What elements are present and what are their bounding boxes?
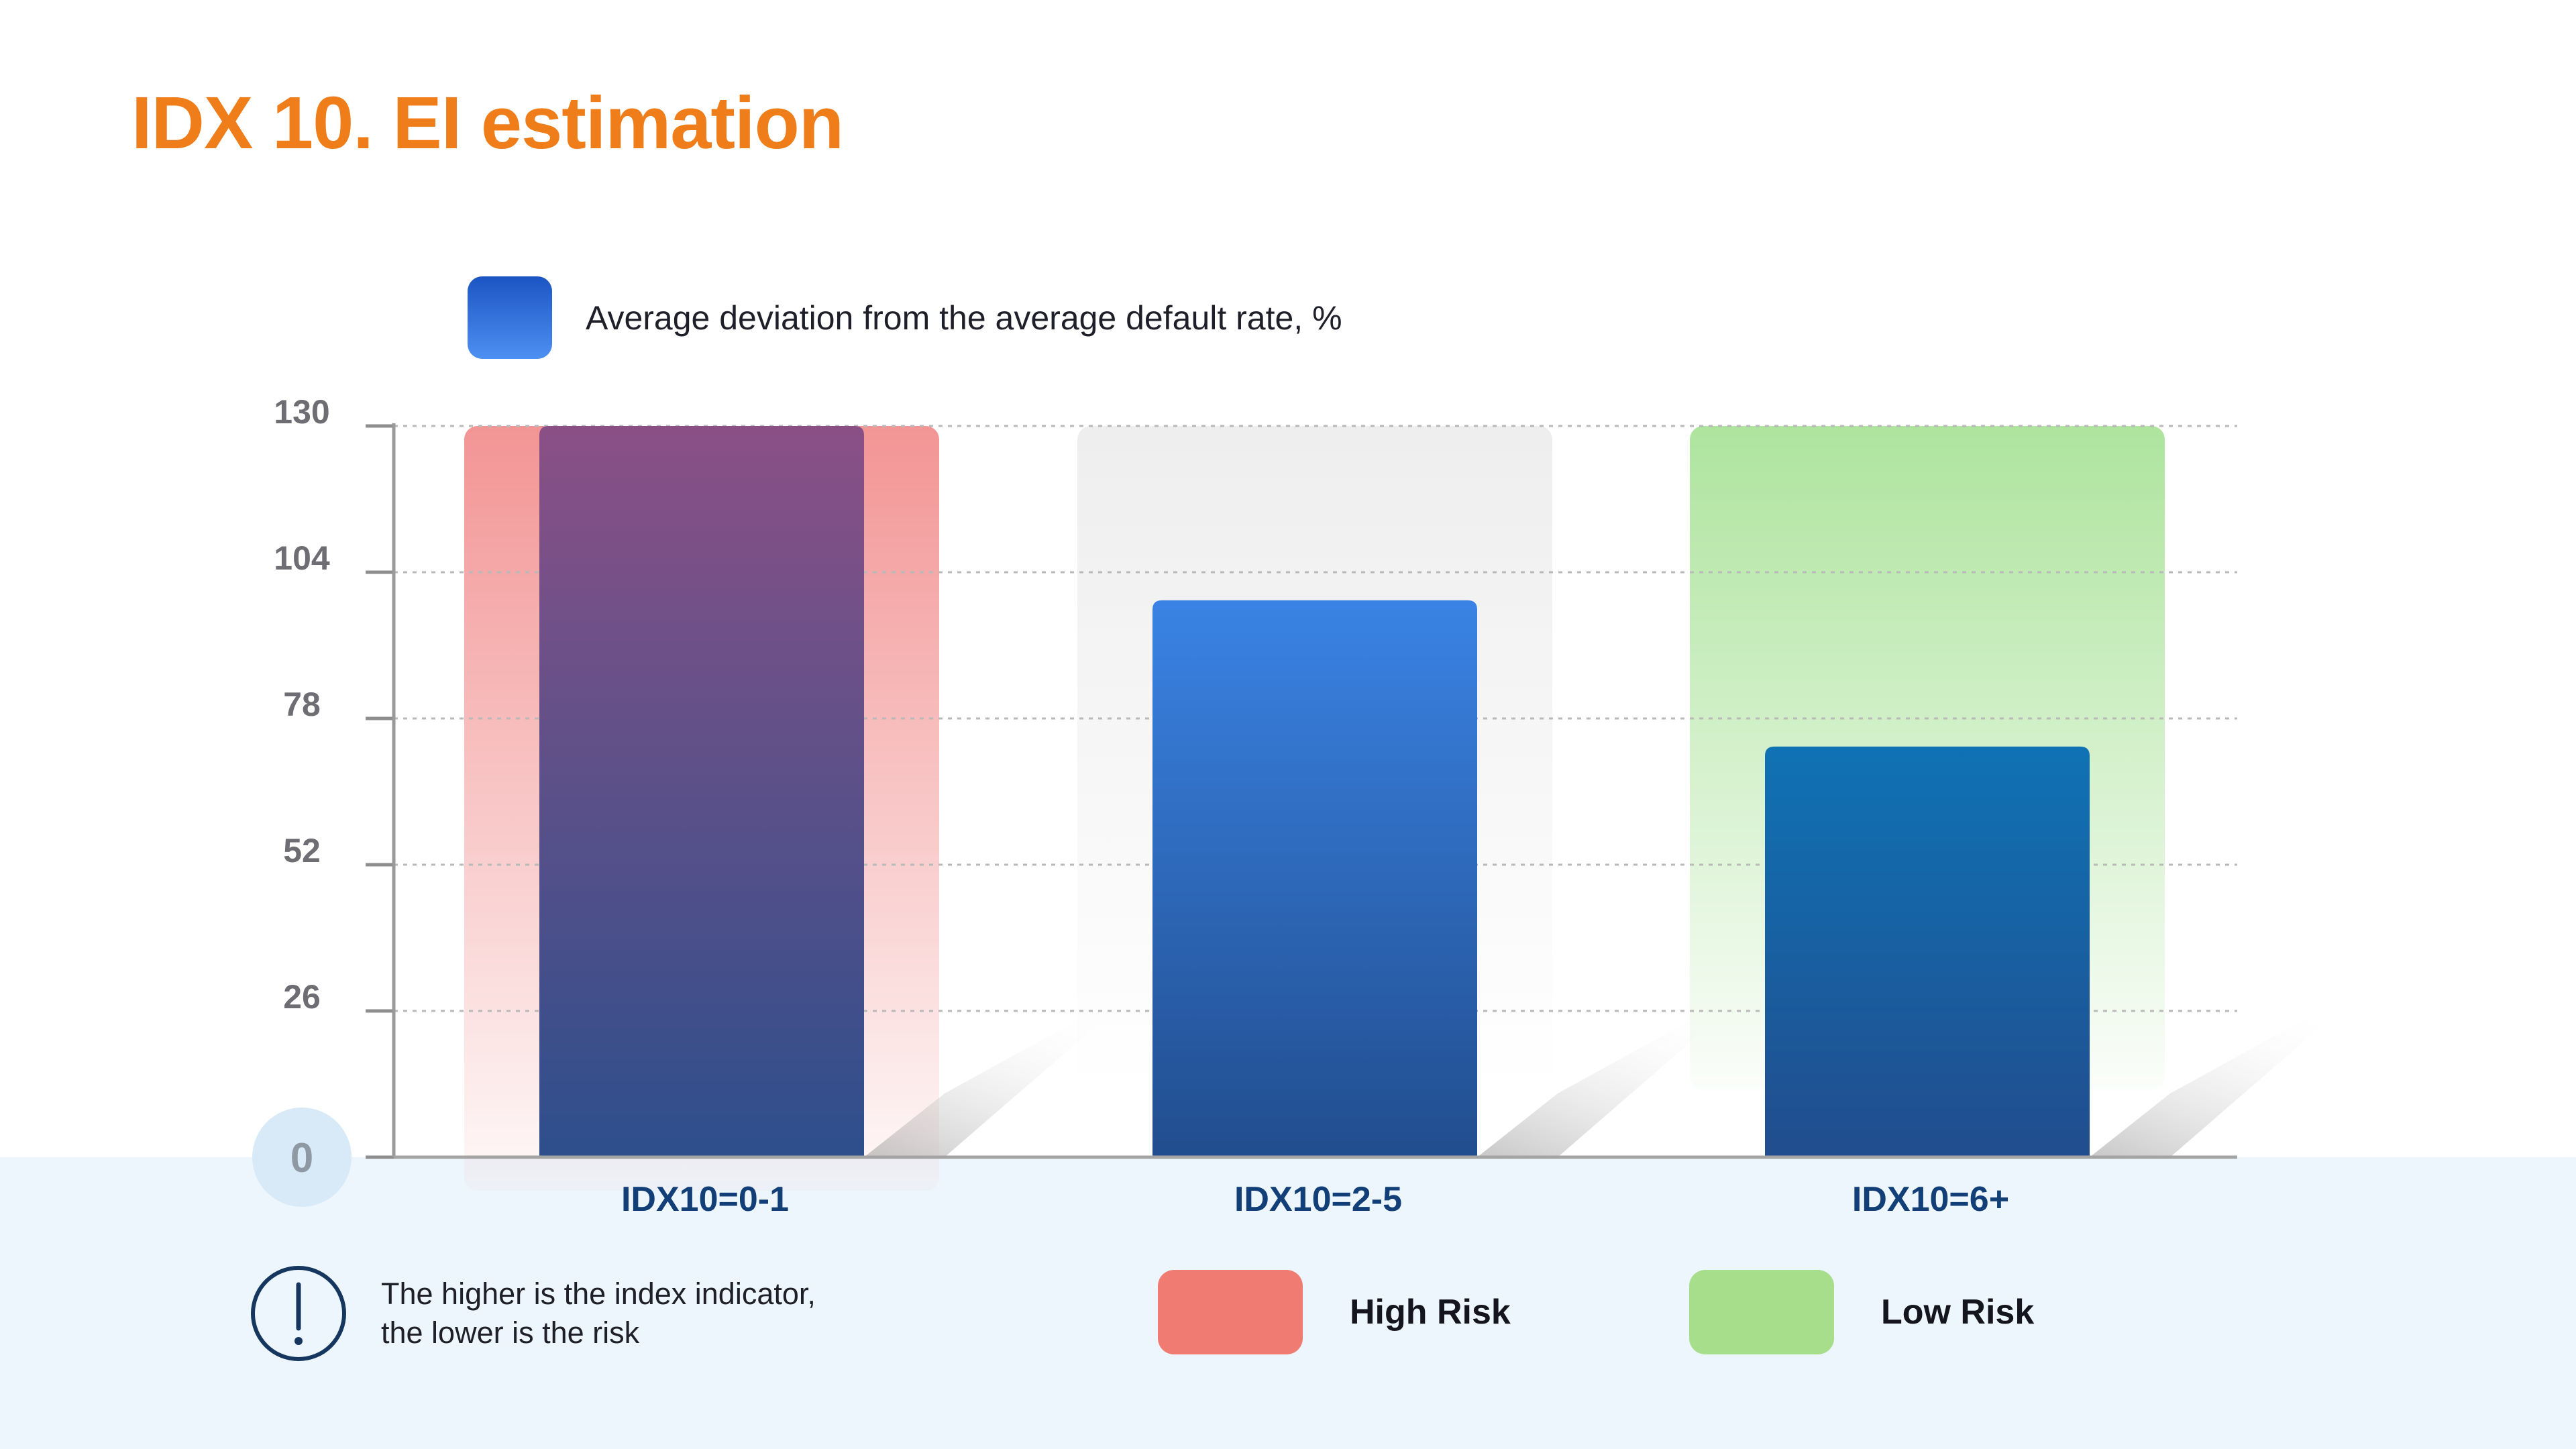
y-tick-label-104: 104	[274, 539, 330, 577]
low-risk-swatch	[1689, 1270, 1834, 1354]
bar-shadow-1	[864, 983, 1146, 1157]
y-tick-label-0: 0	[290, 1135, 313, 1181]
exclamation-circle-icon	[251, 1266, 346, 1361]
low-risk-legend: Low Risk	[1689, 1270, 2034, 1354]
note: The higher is the index indicator, the l…	[250, 1265, 816, 1362]
high-risk-label: High Risk	[1350, 1293, 1511, 1332]
note-line-1: The higher is the index indicator,	[381, 1277, 816, 1311]
low-risk-label: Low Risk	[1881, 1293, 2035, 1332]
category-label-1: IDX10=0-1	[621, 1180, 789, 1219]
y-tick-label-26: 26	[283, 978, 321, 1016]
high-risk-swatch	[1158, 1270, 1303, 1354]
bar-shadow-3	[2090, 983, 2371, 1157]
bar-IDX10=6+	[1765, 746, 2090, 1157]
series-legend: Average deviation from the average defau…	[468, 276, 1342, 359]
y-tick-label-52: 52	[283, 832, 321, 869]
bar-IDX10=2-5	[1152, 600, 1477, 1157]
category-label-2: IDX10=2-5	[1234, 1180, 1402, 1219]
note-line-2: the lower is the risk	[381, 1316, 640, 1350]
high-risk-legend: High Risk	[1158, 1270, 1511, 1354]
zero-badge	[252, 1108, 352, 1207]
y-tick-label-78: 78	[283, 686, 321, 723]
page-title: IDX 10. EI estimation	[131, 82, 844, 164]
series-legend-label: Average deviation from the average defau…	[586, 299, 1342, 337]
category-label-3: IDX10=6+	[1852, 1180, 2009, 1219]
bar-IDX10=0-1	[539, 426, 864, 1157]
note-text: The higher is the index indicator, the l…	[381, 1275, 816, 1352]
series-legend-swatch	[468, 276, 552, 359]
bar-shadow-2	[1477, 983, 1759, 1157]
y-tick-label-130: 130	[274, 393, 329, 431]
